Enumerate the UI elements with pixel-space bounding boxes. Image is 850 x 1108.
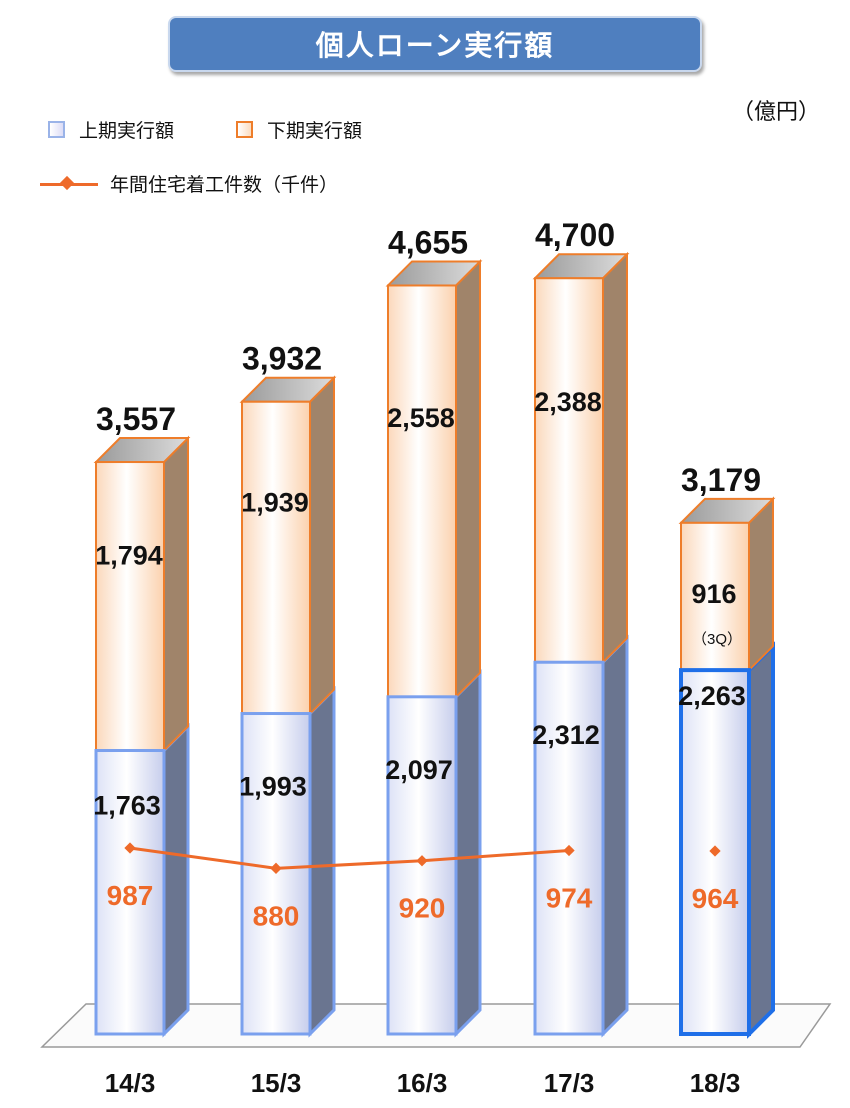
bar-side-second-half (163, 435, 189, 753)
legend-second-half: 下期実行額 (236, 116, 362, 143)
bar-first-half (94, 749, 166, 1036)
count-point (563, 844, 575, 857)
legend-swatch-first-half (48, 121, 65, 138)
bar-second-half (95, 461, 165, 752)
legend-label-first-half: 上期実行額 (79, 120, 175, 142)
bar-group-17/3 (532, 251, 630, 1038)
count-value-label: 920 (399, 893, 446, 924)
x-tick-label: 16/3 (397, 1068, 448, 1098)
bar-side-second-half (455, 259, 481, 700)
bar-group-15/3 (239, 375, 337, 1038)
count-point (416, 855, 428, 867)
second-half-value-label: 916 (691, 579, 736, 609)
total-label: 3,179 (681, 462, 761, 498)
bar-second-half (241, 400, 311, 715)
count-line (129, 846, 570, 870)
second-half-value-label: 1,939 (241, 488, 309, 518)
first-half-value-label: 2,312 (532, 720, 600, 750)
legend-label-count-line: 年間住宅着工件数（千件） (110, 174, 339, 196)
count-value-label: 974 (546, 882, 593, 913)
bar-side-first-half (454, 669, 482, 1038)
count-point (709, 845, 721, 857)
bar-side-first-half (601, 634, 629, 1038)
bar-side-first-half (162, 722, 190, 1038)
x-tick-label: 17/3 (544, 1068, 595, 1098)
total-label: 3,932 (242, 341, 322, 377)
bar-side-second-half (602, 251, 628, 665)
bar-side-first-half (747, 641, 775, 1039)
count-value-label: 987 (107, 880, 154, 911)
bar-second-half (534, 277, 604, 664)
legend-swatch-second-half (236, 121, 253, 138)
first-half-value-label: 2,263 (678, 681, 746, 711)
bar-side-second-half (748, 496, 774, 673)
bar-side-second-half (309, 375, 335, 716)
second-half-value-label: 2,558 (387, 403, 455, 433)
x-tick-label: 15/3 (251, 1068, 302, 1098)
bar-group-14/3 (93, 435, 191, 1038)
count-point (270, 862, 282, 874)
chart-title: 個人ローン実行額 (315, 29, 555, 62)
x-tick-label: 18/3 (690, 1068, 741, 1098)
first-half-value-label: 1,763 (93, 791, 161, 821)
total-label: 4,700 (535, 217, 615, 253)
second-half-value-label: 2,388 (534, 387, 602, 417)
count-value-label: 880 (253, 900, 300, 931)
x-tick-label: 14/3 (105, 1068, 156, 1098)
bar-second-half (680, 521, 750, 672)
second-half-value-label: 1,794 (95, 540, 163, 570)
unit-label: （億円） (732, 100, 821, 125)
legend-count-line: 年間住宅着工件数（千件） (40, 170, 338, 197)
first-half-value-label: 1,993 (239, 772, 307, 802)
total-label: 3,557 (96, 401, 176, 437)
total-label: 4,655 (388, 224, 468, 260)
bar-side-first-half (308, 685, 336, 1038)
legend-label-second-half: 下期実行額 (267, 120, 363, 142)
legend-first-half: 上期実行額 (48, 116, 174, 143)
count-value-label: 964 (692, 883, 739, 914)
bar-second-half (387, 284, 457, 698)
legend-line-marker-icon (40, 177, 98, 191)
first-half-value-label: 2,097 (385, 755, 453, 785)
chart-title-banner: 個人ローン実行額 (168, 16, 702, 72)
second-half-note-label: （3Q） (692, 631, 742, 648)
